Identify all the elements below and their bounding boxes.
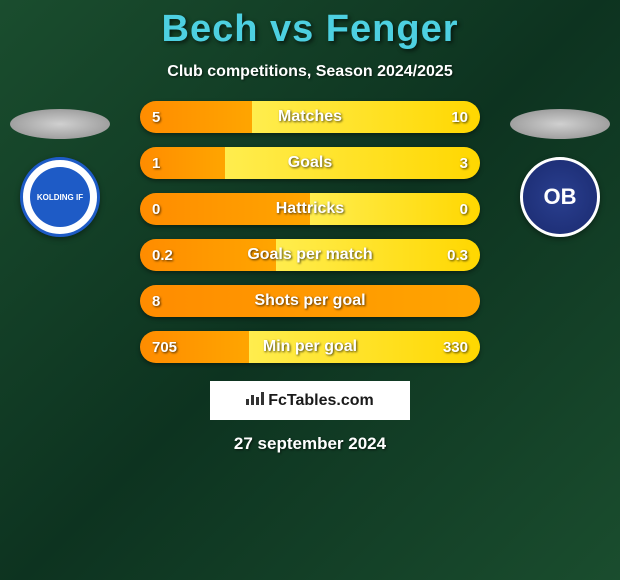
date-line: 27 september 2024 bbox=[0, 434, 620, 454]
stats-container: 5 Matches 10 1 Goals 3 0 Hattricks 0 0.2… bbox=[140, 101, 480, 363]
stat-right-value: 0 bbox=[460, 201, 468, 218]
branding-box[interactable]: FcTables.com bbox=[210, 381, 410, 420]
stat-row-matches: 5 Matches 10 bbox=[140, 101, 480, 133]
stat-row-hattricks: 0 Hattricks 0 bbox=[140, 193, 480, 225]
stat-right-value: 3 bbox=[460, 155, 468, 172]
stat-row-min-per-goal: 705 Min per goal 330 bbox=[140, 331, 480, 363]
page-title: Bech vs Fenger bbox=[0, 0, 620, 51]
stat-row-goals: 1 Goals 3 bbox=[140, 147, 480, 179]
club-badge-left: KOLDING IF bbox=[20, 157, 100, 237]
club-badge-right: OB bbox=[520, 157, 600, 237]
stat-label: Min per goal bbox=[140, 338, 480, 356]
player-left-silhouette bbox=[10, 109, 110, 139]
subtitle: Club competitions, Season 2024/2025 bbox=[0, 63, 620, 81]
stat-right-value: 330 bbox=[443, 339, 468, 356]
stat-row-goals-per-match: 0.2 Goals per match 0.3 bbox=[140, 239, 480, 271]
content-area: KOLDING IF OB 5 Matches 10 1 Goals 3 0 H… bbox=[0, 101, 620, 454]
branding-text: FcTables.com bbox=[268, 392, 374, 410]
stat-label: Matches bbox=[140, 108, 480, 126]
stat-label: Shots per goal bbox=[140, 292, 480, 310]
stat-right-value: 10 bbox=[451, 109, 468, 126]
stat-right-value: 0.3 bbox=[447, 247, 468, 264]
player-right-column: OB bbox=[510, 109, 610, 237]
stat-row-shots-per-goal: 8 Shots per goal bbox=[140, 285, 480, 317]
chart-icon bbox=[246, 391, 264, 410]
player-right-silhouette bbox=[510, 109, 610, 139]
player-left-column: KOLDING IF bbox=[10, 109, 110, 237]
stat-label: Hattricks bbox=[140, 200, 480, 218]
club-badge-left-label: KOLDING IF bbox=[30, 167, 90, 227]
stat-label: Goals bbox=[140, 154, 480, 172]
stat-label: Goals per match bbox=[140, 246, 480, 264]
